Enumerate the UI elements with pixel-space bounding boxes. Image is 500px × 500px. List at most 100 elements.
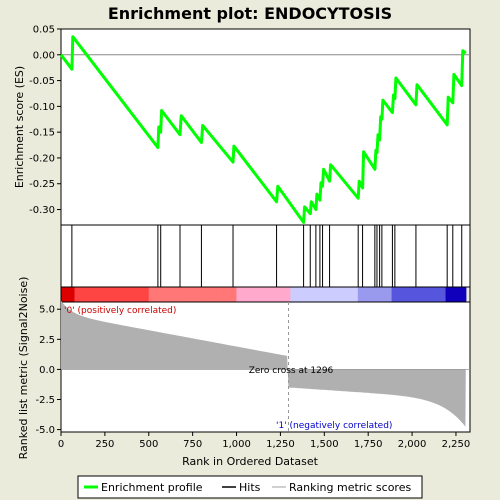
colorbar-segment <box>337 287 345 302</box>
colorbar-segment <box>94 287 103 302</box>
ranked-ytick-label: 0.0 <box>39 365 55 376</box>
es-ylabel: Enrichment score (ES) <box>13 66 26 188</box>
ranked-ylabel: Ranked list metric (Signal2Noise) <box>17 277 30 460</box>
x-tick-label: 2,000 <box>398 439 427 450</box>
legend-ranking-label: Ranking metric scores <box>289 481 411 494</box>
colorbar-segment <box>398 287 406 302</box>
legend-box <box>77 475 423 499</box>
es-ytick-label: -0.30 <box>29 205 55 216</box>
colorbar-segment <box>209 287 217 302</box>
colorbar-segment <box>108 287 116 302</box>
x-tick-label: 2,250 <box>442 439 471 450</box>
colorbar-segment <box>452 287 460 302</box>
es-ytick-label: -0.20 <box>29 153 55 164</box>
es-y-ticks: 0.05 0.00 -0.05 -0.10 -0.15 -0.20 -0.25 -0.30 <box>29 25 61 216</box>
colorbar-segment <box>384 287 393 302</box>
ranked-ytick-label: 2.5 <box>39 335 55 346</box>
colorbar-segment <box>405 287 413 302</box>
colorbar-segment <box>168 287 177 302</box>
neg-correlated-label: '1' (negatively correlated) <box>276 421 392 431</box>
colorbar-segment <box>371 287 379 302</box>
ranked-ytick-label: 5.0 <box>39 305 55 316</box>
colorbar-segment <box>141 287 150 302</box>
ranked-y-ticks: 5.0 2.5 0.0 -2.5 -5.0 <box>35 305 470 436</box>
colorbar-segment <box>216 287 224 302</box>
colorbar-segment <box>270 287 278 302</box>
colorbar-segment <box>324 287 332 302</box>
es-panel <box>60 28 471 226</box>
zero-cross-label: Zero cross at 1296 <box>249 366 334 376</box>
colorbar-segment <box>364 287 372 302</box>
colorbar-segment <box>411 287 420 302</box>
colorbar-segment <box>135 287 143 302</box>
x-tick-label: 1,750 <box>354 439 383 450</box>
colorbar-segment <box>81 287 89 302</box>
colorbar-segment <box>297 287 305 302</box>
x-tick-label: 750 <box>183 439 202 450</box>
colorbar-segment <box>249 287 258 302</box>
colorbar-segment <box>283 287 291 302</box>
x-tick-label: 1,500 <box>310 439 339 450</box>
colorbar-segment <box>438 287 447 302</box>
colorbar-segment <box>357 287 366 302</box>
colorbar-segment <box>128 287 136 302</box>
colorbar-segment <box>459 287 467 302</box>
ranked-ytick-label: -5.0 <box>35 425 55 436</box>
legend-hits-label: Hits <box>239 481 261 494</box>
colorbar-segment <box>148 287 157 302</box>
colorbar-segment <box>114 287 123 302</box>
x-tick-label: 1,250 <box>266 439 295 450</box>
rank-colorbar <box>61 287 467 302</box>
colorbar-segment <box>155 287 163 302</box>
es-series-line <box>59 35 467 224</box>
chart-title: Enrichment plot: ENDOCYTOSIS <box>108 4 392 23</box>
es-ytick-label: -0.15 <box>29 128 55 139</box>
colorbar-segment <box>121 287 130 302</box>
colorbar-segment <box>263 287 271 302</box>
colorbar-segment <box>276 287 285 302</box>
colorbar-segment <box>202 287 211 302</box>
colorbar-segment <box>74 287 82 302</box>
colorbar-segment <box>445 287 453 302</box>
colorbar-segment <box>391 287 399 302</box>
colorbar-segment <box>229 287 238 302</box>
es-ytick-label: -0.25 <box>29 179 55 190</box>
colorbar-segment <box>243 287 251 302</box>
x-tick-label: 500 <box>139 439 158 450</box>
colorbar-segment <box>310 287 318 302</box>
hit-lines <box>71 225 463 287</box>
ranking-metric-area <box>61 300 466 427</box>
es-ytick-label: 0.00 <box>33 50 55 61</box>
colorbar-segment <box>61 287 69 302</box>
colorbar-segment <box>189 287 197 302</box>
colorbar-segment <box>418 287 426 302</box>
colorbar-segment <box>317 287 325 302</box>
colorbar-segment <box>101 287 109 302</box>
colorbar-segment <box>378 287 386 302</box>
x-tick-label: 0 <box>58 439 64 450</box>
x-axis-label: Rank in Ordered Dataset <box>182 455 319 468</box>
colorbar-segment <box>67 287 76 302</box>
hits-panel <box>60 224 471 288</box>
colorbar-segment <box>290 287 298 302</box>
colorbar-segment <box>222 287 231 302</box>
legend-enrichment-label: Enrichment profile <box>101 481 203 494</box>
colorbar-segment <box>236 287 244 302</box>
colorbar-segment <box>182 287 190 302</box>
colorbar-segment <box>87 287 96 302</box>
colorbar-segment <box>195 287 204 302</box>
colorbar-segment <box>162 287 170 302</box>
colorbar-segment <box>303 287 312 302</box>
x-tick-label: 250 <box>95 439 114 450</box>
colorbar-segment <box>330 287 339 302</box>
colorbar-segment <box>432 287 440 302</box>
x-axis-ticks: 0 250 500 750 1,000 1,250 1,500 1,750 2,000 2,250 <box>58 432 470 450</box>
colorbar-segment <box>175 287 184 302</box>
ranked-ytick-label: -2.5 <box>35 395 55 406</box>
x-tick-label: 1,000 <box>222 439 251 450</box>
colorbar-segment <box>256 287 264 302</box>
es-ytick-label: -0.10 <box>29 102 55 113</box>
colorbar-segment <box>351 287 359 302</box>
pos-correlated-label: '0' (positively correlated) <box>64 306 176 316</box>
